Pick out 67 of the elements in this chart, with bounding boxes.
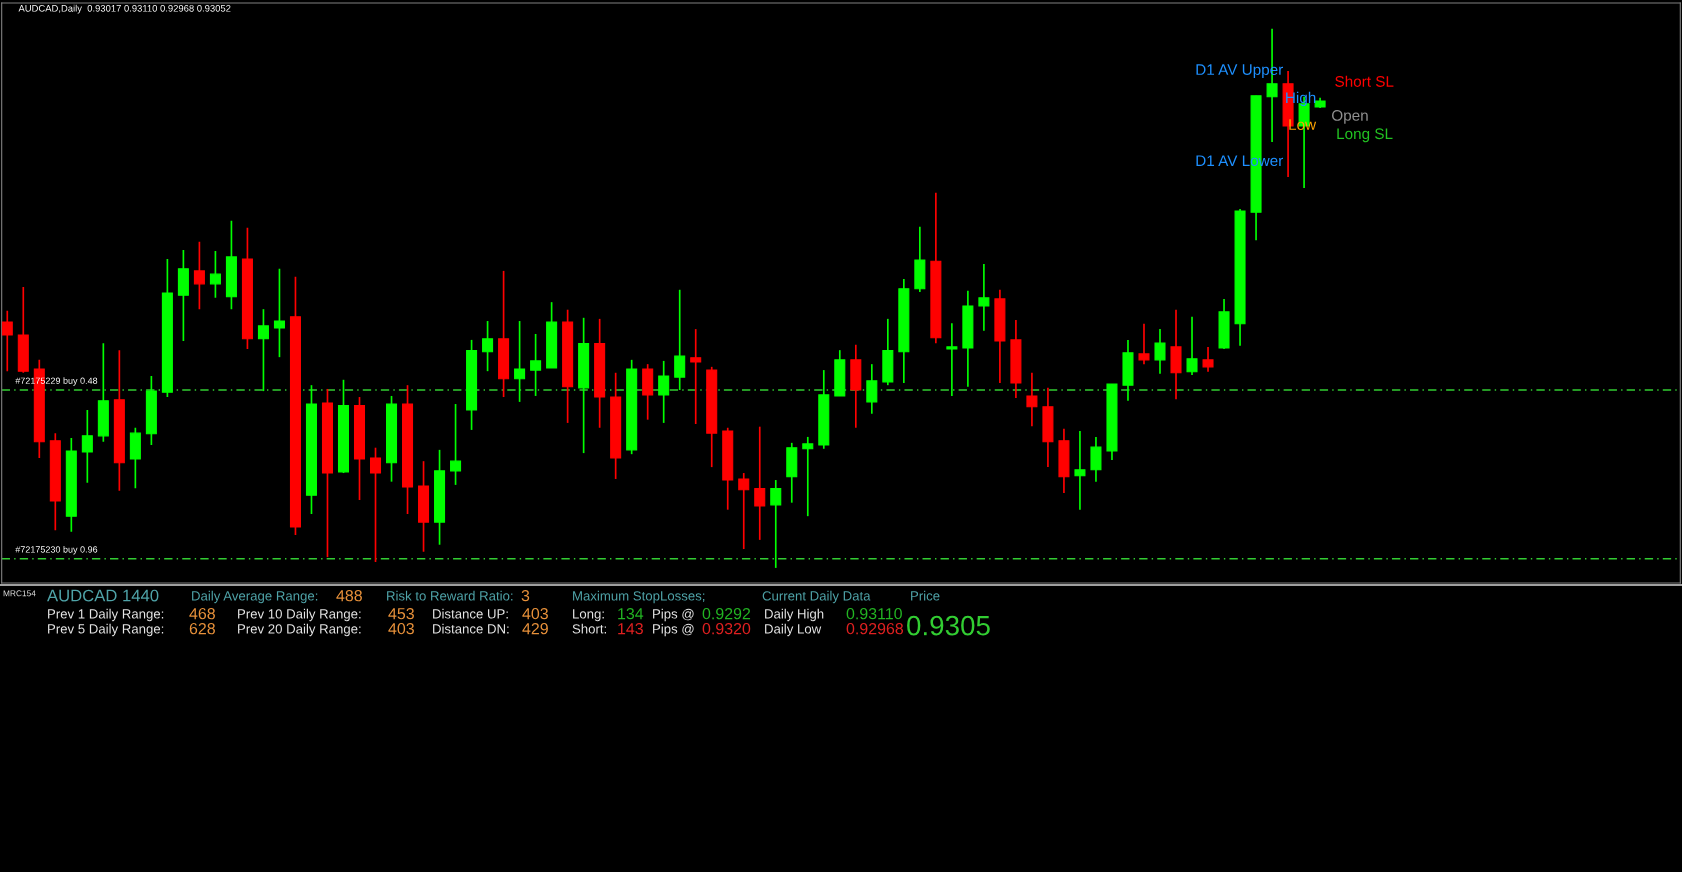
text: 3 bbox=[521, 589, 530, 602]
candlestick bbox=[866, 363, 878, 415]
text: 468 bbox=[189, 607, 215, 620]
text: Prev 10 Daily Range: bbox=[238, 608, 361, 622]
chart-title: AUDCAD,Daily 0.93017 0.93110 0.92968 0.93052 bbox=[18, 4, 231, 14]
candlestick bbox=[1090, 436, 1102, 483]
candlestick bbox=[257, 308, 269, 392]
text: 488 bbox=[336, 589, 362, 602]
candlestick bbox=[1074, 430, 1086, 511]
text: 0.9305 bbox=[907, 615, 990, 636]
candlestick bbox=[1138, 322, 1150, 365]
candlestick bbox=[482, 320, 494, 372]
text: 134 bbox=[618, 607, 644, 620]
text: MRC154 bbox=[3, 590, 36, 597]
text: Long SL bbox=[1337, 128, 1393, 143]
text: 0.92968 bbox=[846, 622, 904, 635]
text: 429 bbox=[522, 622, 548, 635]
text: Prev 5 Daily Range: bbox=[48, 623, 164, 637]
candlestick bbox=[193, 240, 205, 311]
text: Short: bbox=[572, 623, 606, 634]
text: Short SL bbox=[1335, 75, 1394, 87]
text: 0.9292 bbox=[702, 607, 751, 620]
text: Prev 20 Daily Range: bbox=[238, 623, 361, 637]
text: Daily High bbox=[765, 608, 824, 622]
text: Daily Average Range: bbox=[192, 590, 318, 604]
text: Price bbox=[911, 590, 940, 601]
candlestick bbox=[81, 409, 93, 484]
candlestick bbox=[674, 288, 686, 391]
text: Distance DN: bbox=[433, 623, 509, 634]
candlestick bbox=[1154, 328, 1166, 375]
text: 453 bbox=[388, 607, 414, 620]
ref-line-label: #72175230 buy 0.96 bbox=[15, 546, 98, 555]
candlestick bbox=[450, 403, 462, 486]
candlestick bbox=[770, 479, 782, 569]
candlestick bbox=[530, 333, 542, 397]
candlestick bbox=[690, 328, 702, 425]
candlestick bbox=[209, 250, 221, 299]
candlestick bbox=[738, 472, 750, 550]
text: 0.9320 bbox=[702, 622, 751, 635]
candlestick bbox=[802, 436, 814, 517]
candlestick bbox=[946, 322, 958, 397]
candlestick bbox=[754, 425, 766, 541]
text: Distance UP: bbox=[433, 608, 508, 619]
text: Open bbox=[1332, 110, 1368, 124]
text: 403 bbox=[522, 607, 548, 620]
text: Risk to Reward Ratio: bbox=[387, 590, 513, 601]
candlestick bbox=[1, 309, 13, 372]
candlestick bbox=[369, 446, 382, 563]
text: Prev 1 Daily Range: bbox=[48, 608, 164, 622]
candlestick bbox=[1202, 346, 1214, 373]
text: Long: bbox=[573, 609, 604, 622]
text: 628 bbox=[189, 622, 215, 635]
candlestick bbox=[658, 360, 670, 424]
candlestick bbox=[978, 263, 990, 332]
text: Daily Low bbox=[765, 623, 822, 637]
text: AUDCAD 1440 bbox=[47, 589, 159, 602]
text: Maximum StopLosses; bbox=[573, 590, 705, 604]
text: 403 bbox=[388, 622, 414, 635]
candlestick bbox=[1186, 315, 1198, 376]
text: Pips @ bbox=[653, 608, 694, 622]
candlestick bbox=[273, 267, 285, 358]
text: Current Daily Data bbox=[762, 590, 871, 604]
candlestick bbox=[1026, 371, 1038, 427]
candlestick bbox=[514, 320, 526, 403]
text: 0.93110 bbox=[846, 607, 902, 620]
text: 143 bbox=[618, 622, 643, 635]
text: Pips @ bbox=[653, 623, 694, 637]
